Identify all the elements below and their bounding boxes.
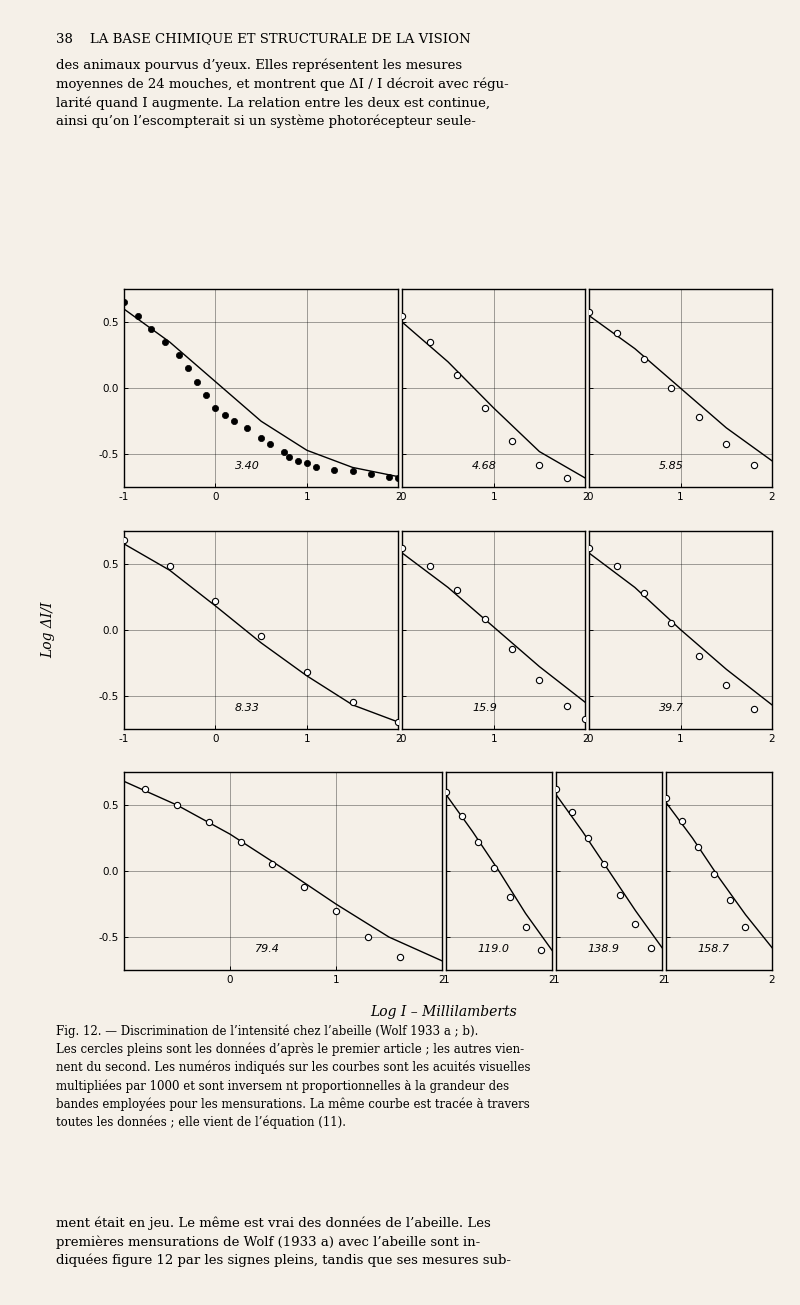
Text: 4.68: 4.68	[472, 462, 497, 471]
Text: Log I – Millilamberts: Log I – Millilamberts	[370, 1005, 518, 1019]
Text: 119.0: 119.0	[478, 945, 510, 954]
Text: des animaux pourvus d’yeux. Elles représentent les mesures
moyennes de 24 mouche: des animaux pourvus d’yeux. Elles représ…	[56, 59, 509, 128]
Text: 38    LA BASE CHIMIQUE ET STRUCTURALE DE LA VISION: 38 LA BASE CHIMIQUE ET STRUCTURALE DE LA…	[56, 33, 470, 46]
Text: Log ΔI/I: Log ΔI/I	[41, 602, 55, 658]
Text: 138.9: 138.9	[588, 945, 620, 954]
Text: 3.40: 3.40	[235, 462, 260, 471]
Text: 15.9: 15.9	[472, 703, 497, 713]
Text: 158.7: 158.7	[698, 945, 730, 954]
Text: 8.33: 8.33	[235, 703, 260, 713]
Text: ment était en jeu. Le même est vrai des données de l’abeille. Les
premières mens: ment était en jeu. Le même est vrai des …	[56, 1216, 511, 1267]
Text: 39.7: 39.7	[659, 703, 684, 713]
Text: 5.85: 5.85	[659, 462, 684, 471]
Text: Fig. 12. — Discrimination de l’intensité chez l’abeille (Wolf 1933 a ; b).
Les c: Fig. 12. — Discrimination de l’intensité…	[56, 1024, 530, 1129]
Text: 79.4: 79.4	[254, 945, 279, 954]
